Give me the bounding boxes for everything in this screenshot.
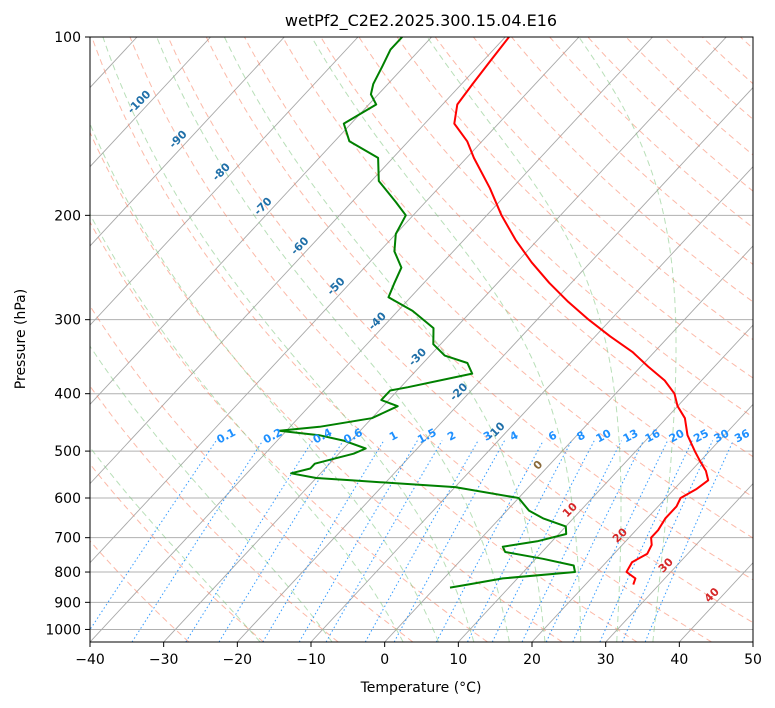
x-tick-label: 40 bbox=[670, 652, 688, 668]
x-tick-label: 0 bbox=[380, 652, 389, 668]
y-tick-label: 200 bbox=[54, 208, 81, 224]
mixing-ratio-line bbox=[491, 440, 595, 642]
mixing-ratio-line bbox=[521, 440, 622, 642]
moist-adiabat bbox=[90, 345, 333, 642]
x-tick-label: −20 bbox=[223, 652, 253, 668]
isotherm-line bbox=[752, 641, 753, 642]
dry-adiabat bbox=[244, 37, 753, 539]
mixing-ratio-line bbox=[599, 440, 693, 642]
mixing-ratio-line bbox=[90, 440, 217, 631]
isotherm-line bbox=[90, 37, 285, 247]
mixing-ratio-line bbox=[572, 440, 669, 642]
dry-adiabat bbox=[205, 37, 753, 581]
y-tick-label: 700 bbox=[54, 531, 81, 547]
mixing-ratio-line bbox=[262, 440, 385, 642]
isotherm-line bbox=[236, 86, 753, 642]
chart-title: wetPf2_C2E2.2025.300.15.04.E16 bbox=[285, 11, 557, 31]
dry-adiabat bbox=[90, 131, 563, 642]
mixing-ratio-line bbox=[298, 440, 418, 642]
x-tick-label: 20 bbox=[523, 652, 541, 668]
dry-adiabat bbox=[90, 385, 339, 642]
isotherm-line bbox=[90, 37, 359, 326]
moist-adiabat bbox=[90, 213, 404, 642]
dry-adiabat bbox=[167, 37, 753, 624]
dry-adiabat bbox=[129, 37, 712, 642]
y-tick-label: 1000 bbox=[45, 622, 81, 638]
x-tick-label: 30 bbox=[597, 652, 615, 668]
x-tick-label: −40 bbox=[75, 652, 105, 668]
isotherm-line bbox=[0, 37, 63, 642]
moist-adiabat bbox=[426, 37, 622, 642]
isotherm-line bbox=[310, 166, 753, 642]
isotherm-line bbox=[531, 403, 753, 642]
temperature-profile-line bbox=[453, 37, 710, 585]
plot-background bbox=[90, 37, 753, 642]
x-tick-label: −30 bbox=[149, 652, 179, 668]
dry-adiabat bbox=[549, 37, 753, 229]
y-tick-label: 500 bbox=[54, 444, 81, 460]
x-tick-label: −10 bbox=[296, 652, 326, 668]
isotherm-line bbox=[90, 37, 211, 168]
dry-adiabat bbox=[320, 37, 753, 458]
mixing-ratio-line bbox=[545, 440, 644, 642]
mixing-ratio-label: 13 bbox=[621, 427, 641, 446]
x-axis-title: Temperature (°C) bbox=[360, 680, 482, 696]
mixing-ratio-line bbox=[621, 440, 714, 642]
y-tick-label: 400 bbox=[54, 387, 81, 403]
mixing-ratio-label: 20 bbox=[667, 427, 687, 446]
dry-adiabat bbox=[358, 37, 753, 418]
dry-adiabat bbox=[282, 37, 753, 498]
isotherm-line bbox=[163, 37, 727, 642]
mixing-ratio-label: 10 bbox=[594, 427, 614, 446]
dry-adiabat bbox=[625, 37, 753, 156]
isotherm-line bbox=[605, 482, 753, 642]
plot-frame bbox=[89, 36, 754, 643]
y-tick-label: 800 bbox=[54, 565, 81, 581]
x-tick-label: 10 bbox=[449, 652, 467, 668]
axes: −40 −30 −20 −10 0 10 20 30 40 50 100 200 300 400 500 60… bbox=[45, 30, 762, 668]
mixing-ratio-line bbox=[218, 440, 344, 642]
isotherm-line bbox=[457, 324, 753, 642]
mixing-ratio-line bbox=[364, 440, 479, 642]
mixing-ratio-line bbox=[325, 440, 443, 642]
y-tick-label: 100 bbox=[54, 30, 81, 46]
y-axis-title: Pressure (hPa) bbox=[13, 289, 29, 389]
x-tick-label: 50 bbox=[744, 652, 762, 668]
moist-adiabat bbox=[578, 37, 677, 642]
dry-adiabat bbox=[473, 37, 753, 303]
moist-adiabat bbox=[102, 37, 475, 642]
mixing-ratio-label: 16 bbox=[643, 427, 663, 446]
moist-adiabat bbox=[223, 37, 546, 642]
y-tick-label: 900 bbox=[54, 595, 81, 611]
moist-adiabat bbox=[90, 122, 439, 642]
mixing-ratio-line bbox=[467, 440, 573, 642]
isotherm-line bbox=[90, 37, 580, 564]
mixing-ratio-label: 25 bbox=[691, 427, 711, 446]
isotherm-line bbox=[384, 245, 753, 642]
mixing-ratio-label: 30 bbox=[712, 427, 732, 446]
dewpoint-profile-line bbox=[278, 37, 576, 589]
isotherm-line bbox=[90, 37, 506, 485]
mixing-ratio-label: 36 bbox=[732, 427, 752, 446]
dry-adiabat bbox=[587, 37, 753, 192]
mixing-ratio-line bbox=[644, 440, 734, 642]
data-lines bbox=[278, 37, 710, 589]
background-lines bbox=[0, 37, 753, 642]
dry-adiabat bbox=[91, 37, 638, 642]
isotherm-line bbox=[90, 37, 432, 406]
isotherm-line bbox=[90, 37, 653, 642]
y-tick-label: 300 bbox=[54, 313, 81, 329]
y-tick-label: 600 bbox=[54, 491, 81, 507]
